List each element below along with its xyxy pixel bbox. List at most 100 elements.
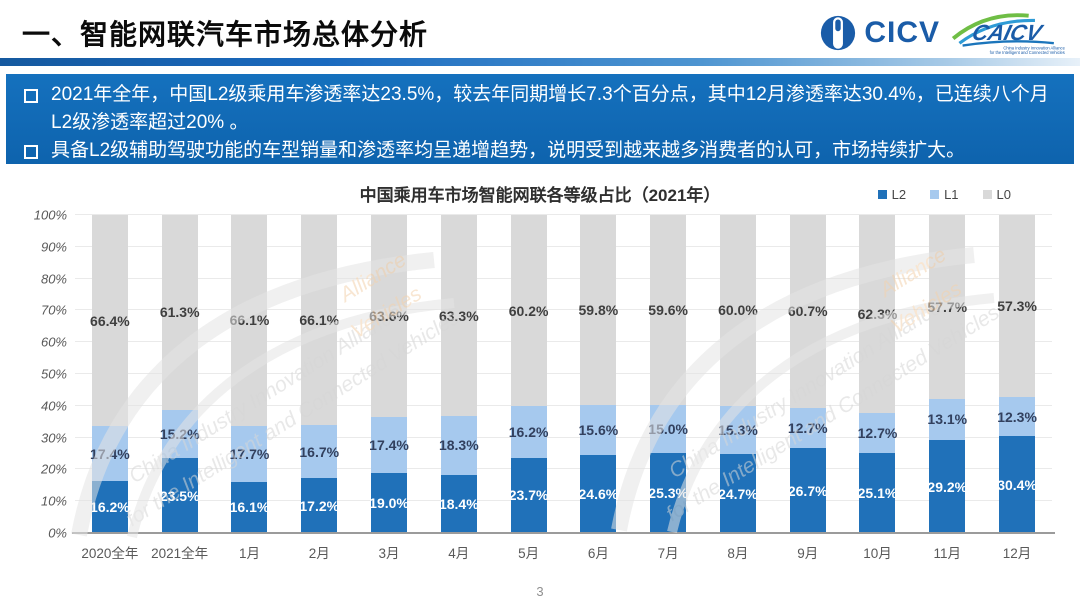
data-label-l1: 12.7% (787, 419, 828, 436)
gridline (75, 500, 1052, 502)
segment-l1: 12.3% (997, 397, 1037, 437)
gridline (75, 277, 1052, 279)
segment-l1: 15.2% (159, 409, 200, 459)
banner-bullet-1-text: 2021年全年，中国L2级乘用车渗透率达23.5%，较去年同期增长7.3个百分点… (51, 84, 1049, 133)
data-label-l1: 15.0% (648, 420, 688, 437)
segment-l1: 15.3% (718, 405, 758, 455)
gridline (75, 214, 1052, 215)
segment-l1: 13.1% (927, 398, 967, 441)
data-label-l1: 17.7% (229, 445, 270, 462)
data-label-l0: 57.7% (927, 298, 968, 315)
segment-l1: 15.6% (578, 405, 619, 455)
bar-column-2021全年: 23.5% 15.2% 61.3% 2021全年 (145, 215, 215, 561)
stacked-bar: 17.2% 16.7% 66.1% (299, 215, 340, 533)
data-label-l0: 66.1% (299, 312, 340, 329)
gridline (75, 309, 1052, 311)
chart-legend: L2 L1 L0 (877, 187, 1011, 202)
data-label-l1: 16.7% (299, 443, 340, 460)
x-tick-label: 6月 (587, 546, 609, 561)
segment-l2: 25.1% (858, 453, 897, 533)
x-tick-label: 9月 (797, 546, 819, 561)
stacked-bar: 25.3% 15.0% 59.6% (648, 215, 688, 533)
stacked-bar: 23.5% 15.2% 61.3% (159, 215, 200, 533)
data-label-l1: 17.4% (369, 436, 409, 453)
title-divider-strip (0, 58, 1080, 66)
bar-column-8月: 24.7% 15.3% 60.0% 8月 (703, 215, 773, 561)
data-label-l0: 60.7% (787, 303, 828, 320)
stacked-bar: 24.7% 15.3% 60.0% (718, 215, 758, 533)
stacked-bar: 19.0% 17.4% 63.6% (369, 215, 409, 533)
x-tick-label: 10月 (863, 546, 892, 561)
data-label-l2: 18.4% (438, 495, 479, 512)
legend-item-l1: L1 (930, 187, 959, 202)
data-label-l2: 25.3% (648, 484, 688, 501)
data-label-l0: 60.2% (508, 302, 549, 319)
y-tick-label: 90% (40, 239, 67, 255)
stacked-bar: 24.6% 15.6% 59.8% (578, 215, 619, 533)
segment-l2: 16.2% (90, 481, 130, 533)
page-title: 一、智能网联汽车市场总体分析 (22, 19, 429, 50)
bar-column-1月: 16.1% 17.7% 66.1% 1月 (215, 215, 285, 561)
segment-l0: 60.0% (718, 215, 758, 406)
segment-l0: 63.6% (369, 215, 409, 418)
legend-swatch-l2 (877, 190, 887, 199)
plot-area: 0% 10% 20% 30% 40% 50% 60% 70% 80% 90% 100% 16.2% 1… (34, 208, 1055, 561)
y-tick-label: 80% (40, 271, 67, 287)
caicv-tagline-1: China Industry Innovation Alliance (1003, 46, 1065, 51)
segment-l1: 16.2% (509, 406, 548, 458)
gridline (75, 245, 1052, 247)
data-label-l0: 63.6% (369, 308, 409, 325)
y-tick-label: 100% (33, 207, 67, 223)
segment-l0: 66.1% (229, 215, 270, 426)
cicv-logo-text: CICV (864, 16, 940, 49)
x-tick-label: 1月 (238, 546, 260, 561)
segment-l0: 61.3% (160, 215, 200, 410)
data-label-l0: 66.1% (229, 312, 270, 329)
data-label-l2: 24.6% (578, 485, 619, 502)
segment-l1: 17.4% (90, 426, 130, 482)
x-tick-label: 4月 (448, 546, 470, 561)
segment-l0: 66.4% (90, 215, 130, 427)
stacked-bar: 30.4% 12.3% 57.3% (997, 215, 1037, 533)
segment-l2: 25.3% (648, 452, 688, 533)
gridline (75, 468, 1052, 470)
data-label-l1: 15.2% (159, 426, 200, 443)
stacked-bar: 29.2% 13.1% 57.7% (927, 215, 968, 533)
data-label-l1: 15.6% (578, 421, 619, 438)
legend-label: L1 (944, 187, 959, 202)
bar-column-10月: 25.1% 12.7% 62.3% 10月 (843, 215, 913, 561)
data-label-l1: 15.3% (718, 422, 758, 439)
data-label-l0: 59.6% (648, 301, 688, 318)
banner-bullet-2-text: 具备L2级辅助驾驶功能的车型销量和渗透率均呈递增趋势，说明受到越来越多消费者的认… (51, 140, 966, 161)
bar-column-11月: 29.2% 13.1% 57.7% 11月 (912, 215, 982, 561)
legend-label: L2 (891, 187, 907, 202)
caicv-logo: CAICV China Industry Innovation Alliance… (951, 13, 1066, 55)
page-number: 3 (536, 584, 544, 599)
data-label-l1: 12.3% (997, 408, 1037, 425)
bar-column-6月: 24.6% 15.6% 59.8% 6月 (563, 215, 633, 561)
legend-item-l0: L0 (982, 187, 1011, 202)
segment-l2: 19.0% (369, 472, 409, 533)
bar-column-5月: 23.7% 16.2% 60.2% 5月 (494, 215, 564, 561)
x-tick-label: 7月 (657, 546, 679, 561)
segment-l2: 26.7% (788, 448, 828, 533)
data-label-l2: 19.0% (369, 494, 409, 511)
x-tick-label: 8月 (727, 546, 749, 561)
segment-l2: 23.5% (159, 458, 200, 533)
data-label-l2: 24.7% (718, 485, 758, 502)
segment-l2: 24.6% (578, 454, 619, 533)
segment-l0: 66.1% (299, 215, 340, 426)
segment-l0: 57.7% (927, 215, 968, 399)
segment-l2: 23.7% (509, 457, 548, 533)
y-tick-label: 20% (40, 461, 67, 477)
stacked-bar: 23.7% 16.2% 60.2% (508, 215, 549, 533)
bar-column-9月: 26.7% 12.7% 60.7% 9月 (773, 215, 843, 561)
segment-l1: 12.7% (858, 412, 897, 454)
data-label-l2: 23.5% (159, 487, 200, 504)
bar-column-12月: 30.4% 12.3% 57.3% 12月 (982, 215, 1052, 561)
bar-columns: 16.2% 17.4% 66.4% 2020全年 23.5% 15.2% 61.3% 2021… (75, 215, 1052, 561)
data-label-l2: 29.2% (927, 478, 968, 495)
segment-l1: 18.3% (439, 416, 479, 475)
bar-column-7月: 25.3% 15.0% 59.6% 7月 (633, 215, 703, 561)
